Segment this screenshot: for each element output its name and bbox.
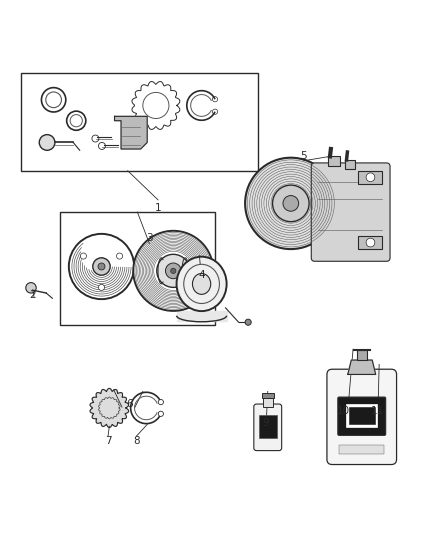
Circle shape [283, 196, 299, 211]
Bar [258, 415, 277, 438]
Circle shape [117, 253, 123, 259]
Text: 2: 2 [29, 290, 36, 300]
Circle shape [157, 254, 190, 287]
Polygon shape [177, 311, 226, 321]
Bar [339, 446, 385, 454]
Bar [328, 156, 340, 166]
Bar [357, 351, 367, 360]
Bar [349, 407, 375, 424]
Circle shape [366, 238, 375, 247]
Bar [21, 73, 258, 171]
Text: 9: 9 [263, 418, 269, 428]
Ellipse shape [184, 264, 219, 303]
Circle shape [272, 185, 309, 222]
Circle shape [133, 231, 213, 311]
Circle shape [245, 158, 336, 249]
Bar [60, 212, 215, 325]
FancyBboxPatch shape [311, 163, 390, 261]
Ellipse shape [192, 273, 211, 294]
Circle shape [245, 319, 251, 325]
Circle shape [158, 411, 163, 416]
Text: 7: 7 [105, 437, 111, 447]
Ellipse shape [177, 257, 226, 311]
Text: 6: 6 [127, 399, 133, 409]
Text: 5: 5 [300, 150, 307, 160]
Circle shape [98, 263, 105, 270]
Circle shape [366, 173, 375, 182]
Bar [358, 171, 382, 184]
Circle shape [39, 135, 55, 150]
Circle shape [158, 399, 163, 405]
Polygon shape [90, 389, 129, 427]
Bar [261, 393, 274, 398]
Circle shape [171, 268, 176, 273]
Text: 1: 1 [155, 203, 161, 213]
Text: 11: 11 [371, 406, 385, 416]
Text: 8: 8 [133, 437, 140, 447]
Circle shape [67, 111, 86, 130]
Circle shape [99, 284, 105, 290]
FancyBboxPatch shape [338, 397, 386, 435]
Circle shape [42, 87, 66, 112]
FancyBboxPatch shape [254, 404, 282, 450]
Polygon shape [348, 360, 376, 375]
Text: 4: 4 [198, 270, 205, 280]
Polygon shape [115, 116, 147, 149]
Circle shape [80, 253, 86, 259]
Bar [358, 236, 382, 249]
Text: 3: 3 [146, 233, 153, 243]
Circle shape [166, 263, 181, 279]
Circle shape [69, 234, 134, 299]
Bar [262, 398, 273, 407]
Circle shape [93, 258, 110, 275]
Circle shape [26, 282, 36, 293]
FancyBboxPatch shape [327, 369, 396, 465]
Text: 10: 10 [336, 406, 350, 416]
Bar [346, 405, 378, 427]
Bar [345, 160, 355, 168]
